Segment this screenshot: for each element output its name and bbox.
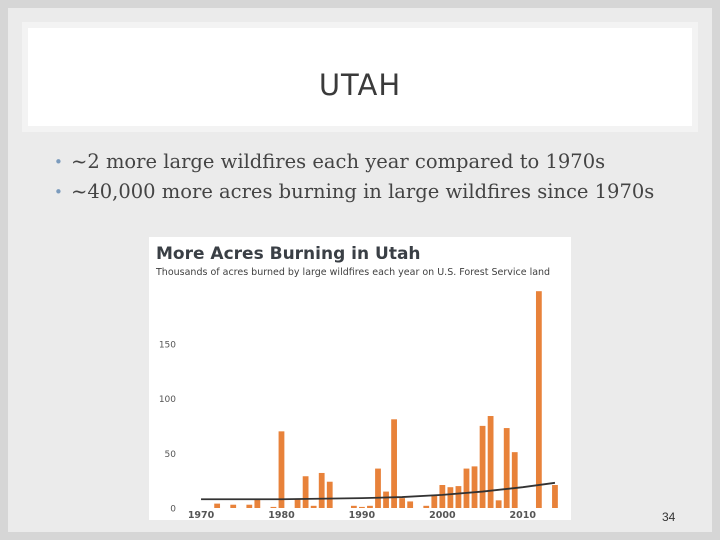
y-tick-label: 150 [159,340,176,350]
x-tick-label: 2000 [429,510,456,520]
y-tick-label: 50 [165,450,177,460]
x-tick-label: 1990 [349,510,376,520]
bar [326,481,333,508]
bar [447,487,454,508]
bar [359,506,365,508]
bar [479,425,486,508]
bar [495,500,502,508]
bar [503,428,510,508]
bar [407,501,414,508]
bar [391,419,397,508]
bar [552,485,558,508]
x-tick-label: 1970 [188,510,215,520]
bar [367,505,373,508]
bar [439,485,446,508]
bar [487,416,494,508]
bar-chart: 0 50 100 150 1970 1980 1990 2000 2010 [159,291,558,520]
bar [431,494,438,508]
bar [350,505,357,508]
bar [318,472,325,508]
bullet-item: • ~40,000 more acres burning in large wi… [54,178,674,206]
bullet-item: • ~2 more large wildfires each year comp… [54,148,674,176]
bar [375,468,381,508]
slide: UTAH • ~2 more large wildfires each year… [8,8,712,532]
bar [302,476,309,508]
bar [383,491,389,508]
bar [246,504,253,508]
bar [471,466,478,508]
page-number: 34 [662,510,676,524]
bar [455,486,462,508]
bar [254,499,261,508]
bar [214,503,221,508]
trend-line [201,481,556,501]
bar [230,504,237,508]
title-box: UTAH [22,22,698,132]
bullet-text: ~40,000 more acres burning in large wild… [71,180,655,203]
bar [511,452,518,508]
bar [399,498,406,508]
bullet-icon: • [54,153,63,171]
bar [294,499,301,508]
bar [270,506,277,508]
bar [310,505,317,508]
x-tick-label: 1980 [268,510,295,520]
bullet-icon: • [54,183,63,201]
bullet-text: ~2 more large wildfires each year compar… [71,150,606,173]
y-tick-label: 100 [159,395,176,405]
y-tick-label: 0 [170,505,176,515]
bar [463,468,470,508]
chart-panel: More Acres Burning in Utah Thousands of … [149,237,571,520]
bar [423,505,430,508]
x-tick-label: 2010 [510,510,537,520]
bullet-list: • ~2 more large wildfires each year comp… [54,148,674,208]
chart-title: More Acres Burning in Utah [156,244,421,264]
bar [278,431,285,508]
bar [535,291,542,508]
chart-subtitle: Thousands of acres burned by large wildf… [156,267,551,278]
slide-title: UTAH [318,68,402,102]
